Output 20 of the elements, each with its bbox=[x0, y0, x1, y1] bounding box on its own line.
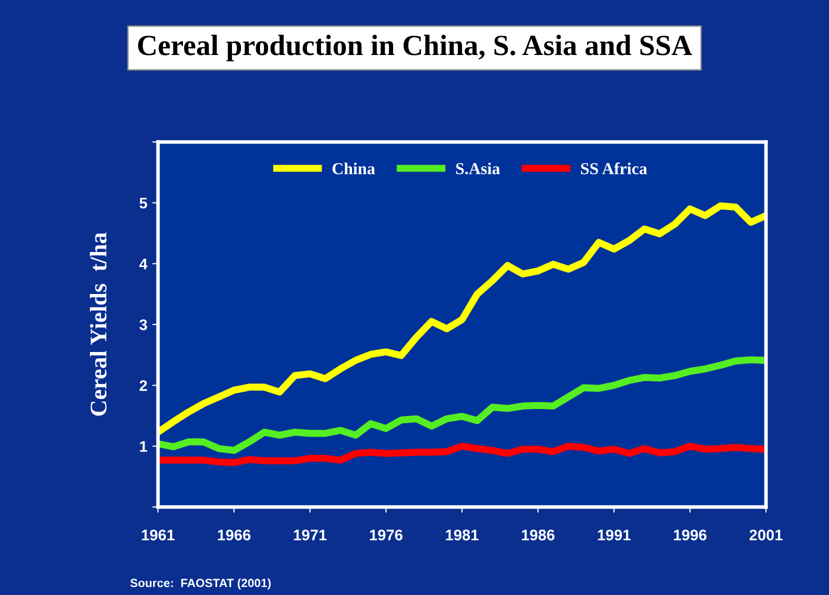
legend-label: S.Asia bbox=[456, 162, 500, 174]
x-tick-label: 1981 bbox=[446, 530, 479, 540]
x-tick-label: 2001 bbox=[750, 530, 783, 540]
y-tick-label: 3 bbox=[139, 319, 148, 330]
y-axis-title: Cereal Yields t/ha bbox=[90, 232, 107, 416]
x-tick-label: 1991 bbox=[598, 530, 631, 540]
source-note: Source: FAOSTAT (2001) bbox=[130, 578, 271, 590]
x-tick-label: 1971 bbox=[294, 530, 327, 540]
y-tick-label: 2 bbox=[140, 380, 147, 391]
x-tick-label: 1986 bbox=[522, 530, 554, 540]
x-tick-label: 1961 bbox=[142, 530, 175, 540]
legend-label: SS Africa bbox=[581, 162, 648, 174]
legend-label: China bbox=[332, 162, 375, 174]
chart-title: Cereal production in China, S. Asia and SSA bbox=[138, 34, 692, 62]
x-tick-label: 1996 bbox=[674, 530, 706, 540]
y-tick-label: 5 bbox=[140, 198, 148, 209]
x-tick-label: 1976 bbox=[370, 530, 402, 540]
x-tick-label: 1966 bbox=[218, 530, 250, 540]
y-tick-label: 4 bbox=[139, 258, 148, 270]
y-tick-label: 1 bbox=[140, 441, 148, 452]
